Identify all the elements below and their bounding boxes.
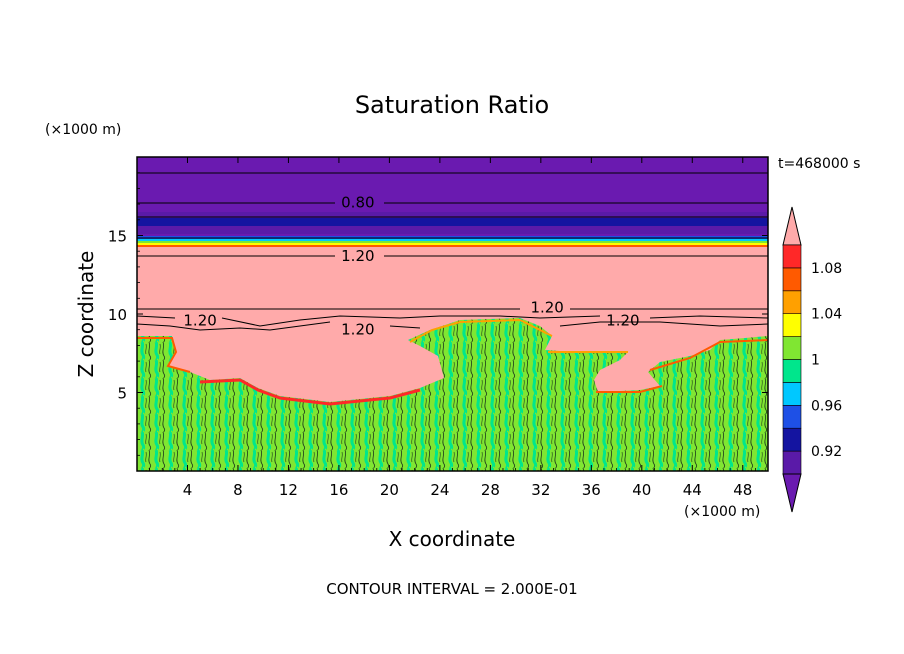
colorbar-tick-label: 1 xyxy=(811,353,820,369)
contour-label: 0.80 xyxy=(341,194,374,212)
band-transition-2 xyxy=(137,239,768,241)
y-unit-label: (×1000 m) xyxy=(45,122,121,138)
y-tick-label: 10 xyxy=(108,306,127,324)
x-tick-label: 28 xyxy=(481,481,500,499)
colorbar-tick-label: 1.08 xyxy=(811,261,842,277)
contour-line xyxy=(137,321,768,331)
x-tick-label: 24 xyxy=(430,481,449,499)
band-transition-3 xyxy=(137,241,768,243)
edge-left-wall xyxy=(137,337,191,373)
y-axis-label: Z coordinate xyxy=(74,251,98,378)
band-transition-5 xyxy=(137,245,768,247)
x-tick-label: 12 xyxy=(279,481,298,499)
contour-label: 1.20 xyxy=(183,311,216,329)
colorbar-extend-top xyxy=(782,206,802,246)
colorbar-tick-label: 0.96 xyxy=(811,398,842,414)
x-unit-label: (×1000 m) xyxy=(684,504,760,520)
band-transition-4 xyxy=(137,243,768,245)
plot-field xyxy=(137,157,768,471)
colorbar-swatch xyxy=(782,359,802,383)
colorbar-swatch xyxy=(782,267,802,292)
y-tick-label: 15 xyxy=(108,228,127,246)
x-tick-label: 48 xyxy=(733,481,752,499)
lower-turbulent-region xyxy=(137,318,768,471)
band-0-92 xyxy=(137,218,768,226)
y-axis-ticks: 5 10 15 xyxy=(108,172,768,456)
y-tick-label: 5 xyxy=(117,385,127,403)
contour-label: 1.20 xyxy=(341,321,374,339)
contour-line xyxy=(137,315,768,327)
contour-labels: 0.80 1.20 1.20 1.20 1.20 1.20 xyxy=(183,194,639,339)
x-tick-label: 20 xyxy=(380,481,399,499)
contour-label: 1.20 xyxy=(341,247,374,265)
time-label: t=468000 s xyxy=(778,156,860,172)
colorbar-swatch xyxy=(782,382,802,406)
chart-title: Saturation Ratio xyxy=(355,91,549,119)
edge-orange-mid xyxy=(409,318,628,353)
x-tick-label: 4 xyxy=(183,481,193,499)
x-axis-label: X coordinate xyxy=(389,527,516,551)
x-tick-label: 40 xyxy=(632,481,651,499)
x-tick-label: 8 xyxy=(233,481,243,499)
colorbar-swatch xyxy=(782,290,802,314)
x-tick-label: 16 xyxy=(329,481,348,499)
colorbar-swatch xyxy=(782,427,802,452)
colorbar-swatch xyxy=(782,336,802,360)
contour-label: 1.20 xyxy=(606,311,639,329)
edge-red-left xyxy=(199,378,421,406)
colorbar-tick-label: 1.04 xyxy=(811,307,842,323)
colorbar-swatch xyxy=(782,244,802,269)
x-tick-label: 36 xyxy=(582,481,601,499)
x-tick-label: 44 xyxy=(683,481,702,499)
x-axis-ticks: 4 8 12 16 20 24 28 32 36 40 44 48 xyxy=(149,157,756,499)
colorbar-swatch xyxy=(782,404,802,429)
colorbar-swatch xyxy=(782,450,802,475)
colorbar-swatch xyxy=(782,313,802,337)
colorbar: 0.92 0.96 1 1.04 1.08 xyxy=(782,206,842,513)
contour-interval-footer: CONTOUR INTERVAL = 2.000E-01 xyxy=(326,580,577,598)
colorbar-extend-bottom xyxy=(782,473,802,513)
colorbar-tick-label: 0.92 xyxy=(811,444,842,460)
contour-label: 1.20 xyxy=(530,299,563,317)
x-tick-label: 32 xyxy=(531,481,550,499)
edge-red-right xyxy=(596,339,768,393)
